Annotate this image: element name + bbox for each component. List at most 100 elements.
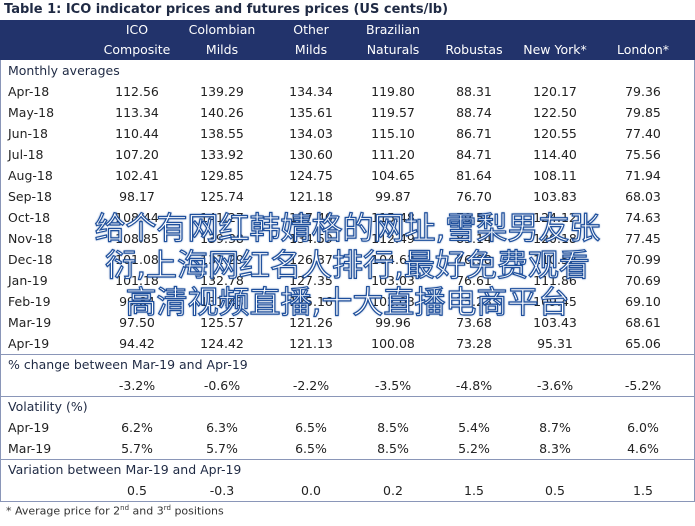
column-header: London* bbox=[616, 42, 670, 57]
border bbox=[0, 60, 1, 502]
footnote: * Average price for 2nd and 3rd position… bbox=[6, 504, 224, 518]
row-label: Apr-18 bbox=[8, 84, 50, 99]
cell: 141.27 bbox=[200, 210, 244, 225]
cell: 122.50 bbox=[533, 105, 577, 120]
cell: 73.68 bbox=[456, 315, 492, 330]
footnote-sup: nd bbox=[120, 504, 130, 512]
cell: 108.44 bbox=[115, 210, 159, 225]
cell: 111.20 bbox=[371, 147, 415, 162]
cell: 137.40 bbox=[289, 210, 333, 225]
column-header: Milds bbox=[294, 42, 328, 57]
cell: 120.55 bbox=[533, 126, 577, 141]
cell: 6.5% bbox=[295, 420, 327, 435]
table-title: Table 1: ICO indicator prices and future… bbox=[4, 2, 449, 17]
cell: 76.98 bbox=[456, 252, 492, 267]
cell: -0.6% bbox=[203, 378, 241, 393]
cell: 97.50 bbox=[119, 315, 155, 330]
cell: 68.03 bbox=[625, 189, 661, 204]
cell: 127.35 bbox=[289, 273, 333, 288]
cell: 130.60 bbox=[289, 147, 333, 162]
cell: 110.52 bbox=[533, 252, 577, 267]
column-header: Robustas bbox=[445, 42, 503, 57]
row-label: Apr-19 bbox=[8, 420, 50, 435]
cell: 1.5 bbox=[464, 483, 484, 498]
cell: 124.42 bbox=[200, 336, 244, 351]
cell: 135.61 bbox=[289, 105, 333, 120]
cell: 134.34 bbox=[289, 84, 333, 99]
column-header: Composite bbox=[103, 42, 171, 57]
cell: 120.18 bbox=[533, 231, 577, 246]
cell: 0.5 bbox=[545, 483, 565, 498]
cell: 133.92 bbox=[200, 147, 244, 162]
cell: 65.06 bbox=[625, 336, 661, 351]
cell: 8.3% bbox=[539, 441, 571, 456]
cell: -0.3 bbox=[209, 483, 235, 498]
cell: 95.31 bbox=[537, 336, 573, 351]
cell: 6.5% bbox=[295, 441, 327, 456]
row-label: Mar-19 bbox=[8, 315, 52, 330]
cell: -2.2% bbox=[292, 378, 330, 393]
overlay-text: 给个有网红韩婧格的网址,雪梨男友张 bbox=[94, 211, 601, 247]
cell: 101.18 bbox=[115, 273, 159, 288]
cell: 104.65 bbox=[371, 168, 415, 183]
row-label: Jul-18 bbox=[8, 147, 44, 162]
section-divider bbox=[0, 459, 695, 460]
row-label: Jun-18 bbox=[8, 126, 48, 141]
cell: 0.2 bbox=[383, 483, 403, 498]
cell: 120.17 bbox=[533, 84, 577, 99]
cell: -3.5% bbox=[374, 378, 412, 393]
cell: 8.7% bbox=[539, 420, 571, 435]
cell: 88.74 bbox=[456, 105, 492, 120]
row-label: May-18 bbox=[8, 105, 55, 120]
row-label: Jan-19 bbox=[8, 273, 48, 288]
cell: 103.83 bbox=[533, 189, 577, 204]
cell: 73.28 bbox=[456, 336, 492, 351]
cell: 98.17 bbox=[119, 189, 155, 204]
row-label: Dec-18 bbox=[8, 252, 53, 267]
cell: 5.7% bbox=[206, 441, 238, 456]
footnote-text: positions bbox=[170, 504, 224, 518]
cell: 77.40 bbox=[625, 126, 661, 141]
cell: 125.57 bbox=[200, 315, 244, 330]
cell: 0.5 bbox=[127, 483, 147, 498]
cell: 134.59 bbox=[289, 231, 333, 246]
cell: 99.96 bbox=[375, 315, 411, 330]
cell: 140.26 bbox=[200, 105, 244, 120]
cell: 125.16 bbox=[289, 294, 333, 309]
cell: 115.48 bbox=[371, 210, 415, 225]
cell: 114.40 bbox=[533, 147, 577, 162]
cell: 5.2% bbox=[458, 441, 490, 456]
cell: 1.5 bbox=[633, 483, 653, 498]
section-title: Volatility (%) bbox=[8, 399, 88, 414]
cell: 68.61 bbox=[625, 315, 661, 330]
cell: 109.45 bbox=[533, 294, 577, 309]
cell: 79.36 bbox=[625, 84, 661, 99]
column-header: Other bbox=[293, 22, 329, 37]
footnote-sup: rd bbox=[163, 504, 171, 512]
cell: 8.5% bbox=[377, 441, 409, 456]
cell: 112.49 bbox=[371, 231, 415, 246]
cell: 121.18 bbox=[289, 189, 333, 204]
column-header: Brazilian bbox=[366, 22, 420, 37]
cell: 88.31 bbox=[456, 84, 492, 99]
cell: 139.29 bbox=[200, 84, 244, 99]
cell: 84.71 bbox=[456, 147, 492, 162]
cell: 124.12 bbox=[533, 210, 577, 225]
cell: 107.20 bbox=[115, 147, 159, 162]
cell: 103.43 bbox=[533, 315, 577, 330]
cell: -5.2% bbox=[624, 378, 662, 393]
row-label: Sep-18 bbox=[8, 189, 52, 204]
cell: 6.0% bbox=[627, 420, 659, 435]
row-label: Mar-19 bbox=[8, 441, 52, 456]
section-divider bbox=[0, 396, 695, 397]
row-label: Feb-19 bbox=[8, 294, 51, 309]
cell: 102.03 bbox=[371, 294, 415, 309]
cell: 5.7% bbox=[121, 441, 153, 456]
cell: 115.10 bbox=[371, 126, 415, 141]
cell: 134.03 bbox=[289, 126, 333, 141]
cell: 119.57 bbox=[371, 105, 415, 120]
cell: 112.56 bbox=[115, 84, 159, 99]
cell: 76.61 bbox=[456, 273, 492, 288]
cell: 126.37 bbox=[289, 252, 333, 267]
cell: 77.45 bbox=[625, 231, 661, 246]
